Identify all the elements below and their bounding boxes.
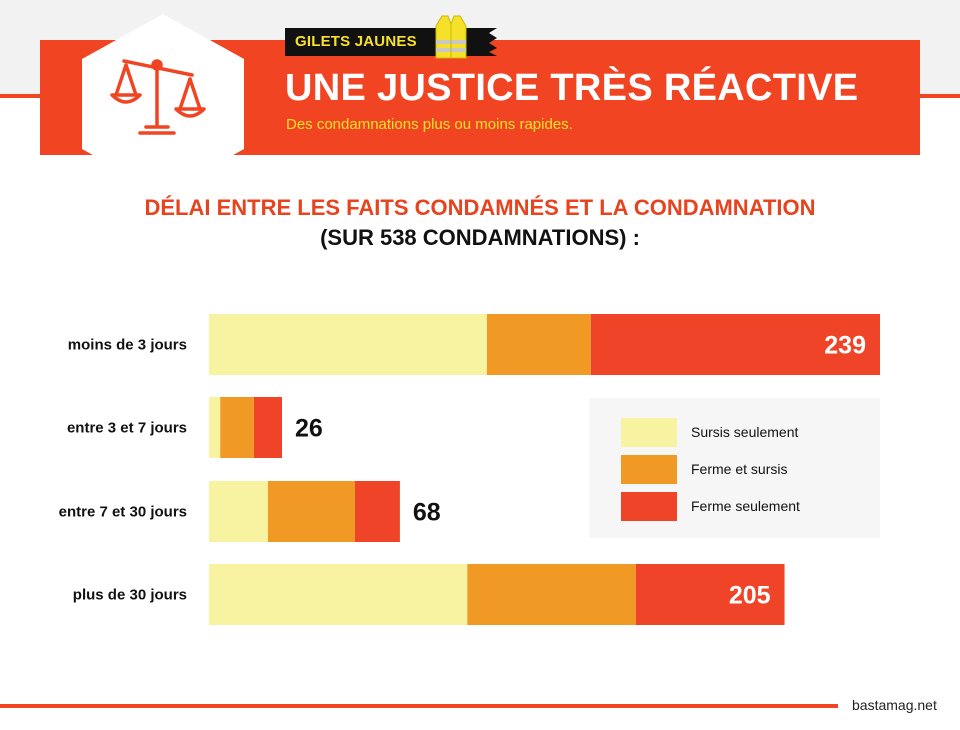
legend-swatch-ferme-seulement — [621, 492, 677, 521]
chart-title: DÉLAI ENTRE LES FAITS CONDAMNÉS ET LA CO… — [144, 195, 816, 220]
category-label-entre-3-et-7-jours: entre 3 et 7 jours — [67, 420, 187, 437]
icon-hexagon — [82, 14, 244, 194]
bar-entre-7-et-30-jours-ferme-seulement — [354, 481, 400, 542]
footer-rule — [0, 704, 838, 708]
legend-label-ferme-et-sursis: Ferme et sursis — [691, 461, 787, 477]
total-label-entre-3-et-7-jours: 26 — [295, 415, 323, 443]
footer-source: bastamag.net — [852, 697, 937, 713]
bar-entre-7-et-30-jours-ferme-et-sursis — [267, 481, 355, 542]
header-rule-left — [0, 94, 42, 98]
page-subtitle: Des condamnations plus ou moins rapides. — [286, 116, 573, 133]
chart-subtitle: (SUR 538 CONDAMNATIONS) : — [320, 225, 640, 250]
scale-icon — [110, 59, 206, 135]
bar-plus-de-30-jours-sursis-seulement — [209, 564, 468, 625]
legend-swatch-sursis-seulement — [621, 418, 677, 447]
total-label-entre-7-et-30-jours: 68 — [413, 499, 441, 527]
bar-entre-3-et-7-jours-sursis-seulement — [209, 397, 221, 458]
bar-plus-de-30-jours-ferme-et-sursis — [467, 564, 636, 625]
total-label-moins-de-3-jours: 239 — [824, 332, 866, 360]
legend-label-sursis-seulement: Sursis seulement — [691, 424, 798, 440]
category-label-entre-7-et-30-jours: entre 7 et 30 jours — [59, 504, 187, 521]
yellow-vest-icon — [435, 15, 467, 59]
bar-moins-de-3-jours-ferme-et-sursis — [486, 314, 591, 375]
legend-swatch-ferme-et-sursis — [621, 455, 677, 484]
bar-moins-de-3-jours-ferme-seulement — [590, 314, 880, 375]
bar-entre-3-et-7-jours-ferme-et-sursis — [220, 397, 254, 458]
page-title: UNE JUSTICE TRÈS RÉACTIVE — [285, 67, 859, 109]
category-label-moins-de-3-jours: moins de 3 jours — [68, 337, 187, 354]
bar-plus-de-30-jours-ferme-seulement — [635, 564, 785, 625]
bar-entre-7-et-30-jours-sursis-seulement — [209, 481, 268, 542]
bar-entre-3-et-7-jours-ferme-seulement — [253, 397, 282, 458]
category-label-plus-de-30-jours: plus de 30 jours — [73, 587, 187, 604]
header-rule-right — [918, 94, 960, 98]
total-label-plus-de-30-jours: 205 — [729, 582, 771, 610]
legend-label-ferme-seulement: Ferme seulement — [691, 498, 800, 514]
bar-moins-de-3-jours-sursis-seulement — [209, 314, 487, 375]
torn-edge-icon — [471, 28, 497, 56]
